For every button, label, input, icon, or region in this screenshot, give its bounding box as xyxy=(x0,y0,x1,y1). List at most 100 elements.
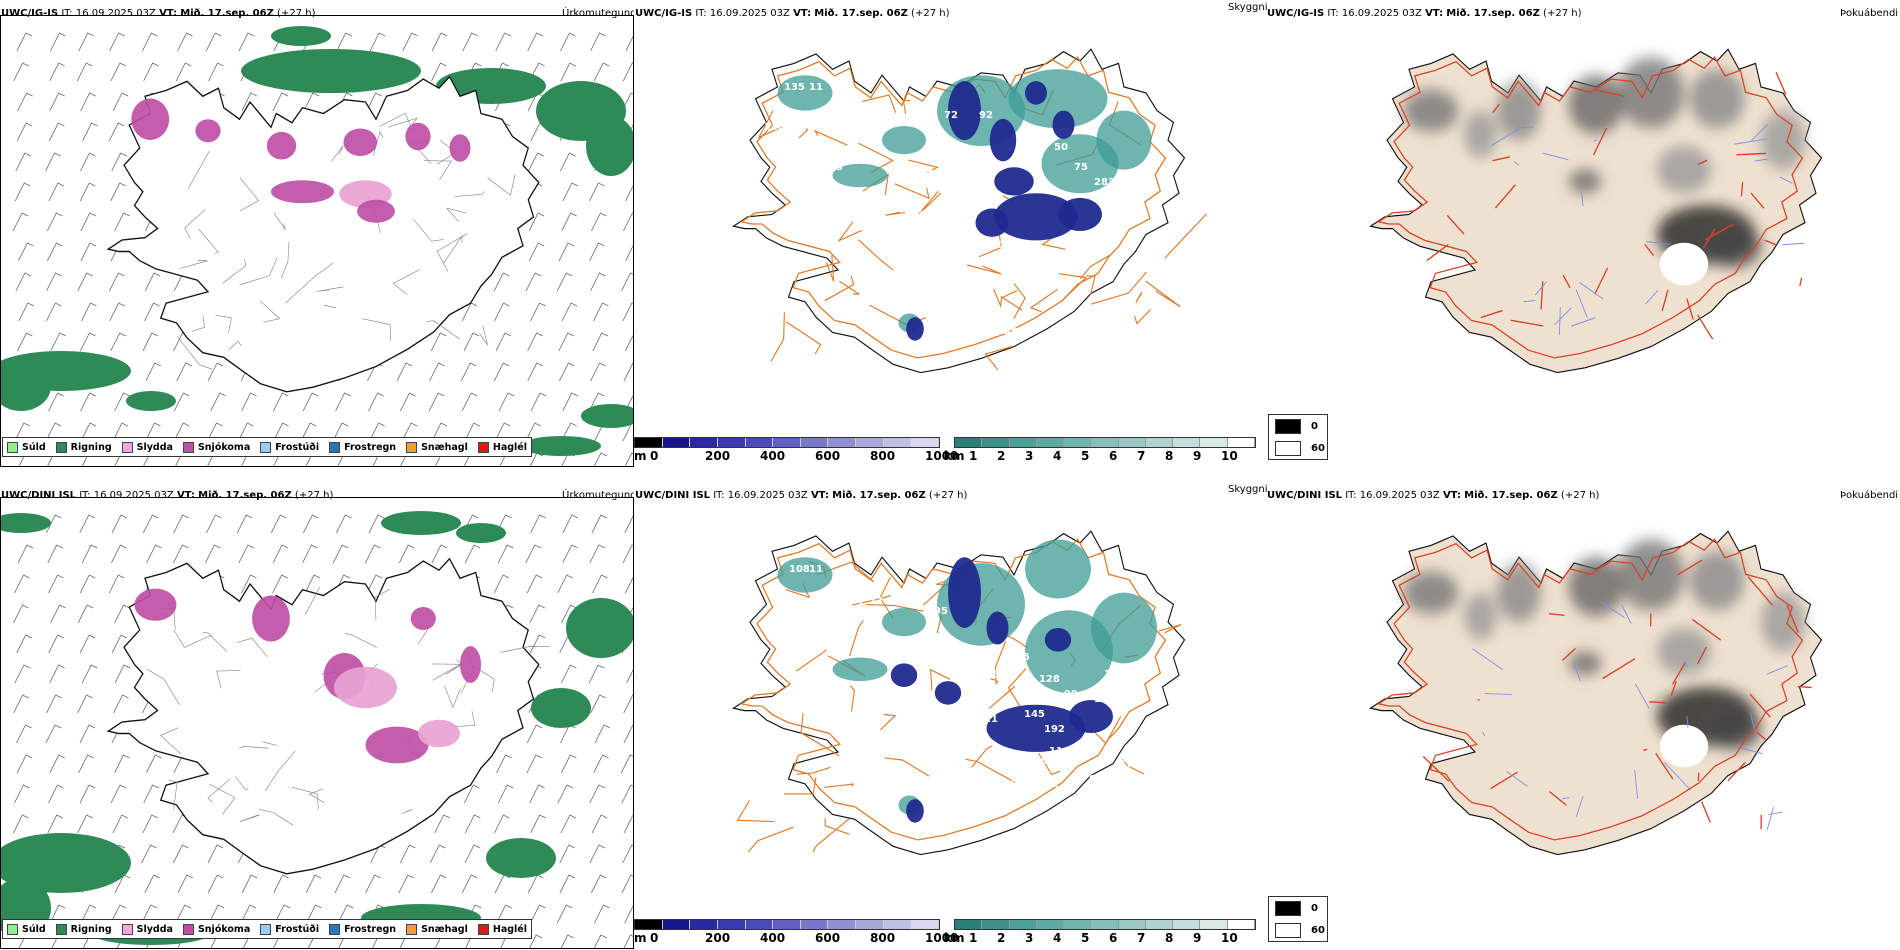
colorbar-tick: 4 xyxy=(1053,931,1062,945)
cloud-base-value: 135 xyxy=(784,82,805,93)
road xyxy=(858,239,894,271)
field-blob xyxy=(1706,225,1761,268)
legend-swatch xyxy=(55,441,67,453)
field-blob xyxy=(1025,539,1091,599)
field-name: Skyggni xyxy=(1228,2,1268,13)
fog-legend: 0 60 xyxy=(1268,414,1328,460)
legend-swatch xyxy=(260,441,272,453)
legend-item: 60 xyxy=(1275,923,1325,938)
road xyxy=(1562,274,1571,288)
legend-label: 0 xyxy=(1311,421,1318,432)
river xyxy=(1558,307,1561,335)
model-name: UWC/DINI ISL xyxy=(1,490,77,501)
field-blob xyxy=(1761,110,1805,170)
colorbar-cell xyxy=(1036,438,1065,447)
cloud-base-value: 150 xyxy=(1094,792,1115,803)
legend-item: Haglél xyxy=(477,923,527,935)
colorbar-cell xyxy=(1200,438,1228,447)
panel-title: UWC/DINI ISL IT: 16.09.2025 03Z VT: Mið.… xyxy=(635,490,967,502)
colorbar-tick: 1 xyxy=(969,931,978,945)
legend-label: Slydda xyxy=(136,441,173,453)
road xyxy=(796,766,831,775)
field-blob xyxy=(334,666,397,709)
fog-shading xyxy=(1403,57,1805,268)
valid-time: Mið. 17.sep. 06Z xyxy=(1464,490,1558,501)
road xyxy=(918,190,942,215)
colorbar-tick: 4 xyxy=(1053,449,1062,463)
field-blob xyxy=(975,208,1009,237)
road xyxy=(1422,755,1450,782)
it-label: IT: xyxy=(1327,8,1339,19)
field-blob xyxy=(1069,699,1113,734)
river xyxy=(1740,747,1763,755)
colorbar-tick: 10 xyxy=(1221,449,1238,463)
river xyxy=(1506,771,1528,787)
init-time: 16.09.2025 03Z xyxy=(1359,490,1440,501)
colorbar-cell xyxy=(635,438,663,447)
valid-time: Mið. 17.sep. 06Z xyxy=(180,8,274,19)
road xyxy=(1786,604,1799,633)
field-name: Skyggni xyxy=(1228,484,1268,495)
legend-label: 60 xyxy=(1311,925,1325,936)
field-blob xyxy=(1091,592,1157,664)
road xyxy=(849,620,864,657)
visibility-colorbar xyxy=(954,437,1256,448)
field-blob xyxy=(1659,724,1709,768)
road xyxy=(1121,759,1145,775)
legend-item: Frostúði xyxy=(260,441,319,453)
it-label: IT: xyxy=(79,490,91,501)
cloud-base-value: 23 xyxy=(869,596,883,607)
road xyxy=(880,713,897,731)
field-name: Þokuábendi xyxy=(1840,490,1899,501)
colorbar-cell xyxy=(828,438,857,447)
colorbar-tick: 2 xyxy=(997,449,1006,463)
valid-time: Mið. 17.sep. 06Z xyxy=(198,490,292,501)
panel-title: UWC/DINI ISL IT: 16.09.2025 03Z VT: Mið.… xyxy=(1267,490,1599,502)
road xyxy=(796,649,827,672)
road xyxy=(1797,685,1812,689)
cloud-base-value: 65 xyxy=(1029,382,1043,393)
lead-time: (+27 h) xyxy=(294,490,334,501)
road xyxy=(978,233,1002,258)
legend-item: Rigning xyxy=(55,441,112,453)
legend-item: Slydda xyxy=(121,441,173,453)
river xyxy=(1766,806,1775,831)
legend-swatch xyxy=(55,923,67,935)
road xyxy=(1764,239,1777,246)
cloud-base-value: 78 xyxy=(954,192,968,203)
legend-swatch xyxy=(121,441,133,453)
road xyxy=(1145,280,1181,308)
colorbar-tick: 10 xyxy=(1221,931,1238,945)
road xyxy=(1670,681,1677,696)
road xyxy=(1697,159,1708,166)
colorbar-cell xyxy=(690,438,718,447)
legend-item: Frostregn xyxy=(329,923,396,935)
cloud-base-value: 63 xyxy=(844,94,858,105)
field-blob xyxy=(1656,146,1712,194)
road xyxy=(824,818,850,835)
road xyxy=(1750,192,1765,209)
field-blob xyxy=(381,511,461,535)
lead-time: (+27 h) xyxy=(911,8,950,19)
cloud-base-value: 138 xyxy=(764,122,785,133)
field-blob xyxy=(882,125,926,155)
field-blob xyxy=(1497,81,1541,141)
cloud-base-value: 92 xyxy=(979,110,993,121)
iceland-outline xyxy=(732,48,1207,374)
road xyxy=(1697,772,1700,782)
colorbar-cell xyxy=(982,438,1010,447)
colorbar-cell xyxy=(662,438,691,447)
colorbar-cell xyxy=(717,438,746,447)
road xyxy=(1643,748,1648,752)
river xyxy=(1575,795,1584,817)
legend-item: Snjókoma xyxy=(182,923,250,935)
field-blob xyxy=(882,607,926,637)
legend-swatch xyxy=(182,923,194,935)
colorbar-cell xyxy=(911,920,940,929)
road xyxy=(1135,291,1143,304)
road xyxy=(1158,623,1182,634)
road xyxy=(1594,267,1609,295)
colorbar-cell xyxy=(856,920,884,929)
road xyxy=(1756,731,1767,741)
field-blob xyxy=(1058,197,1102,231)
